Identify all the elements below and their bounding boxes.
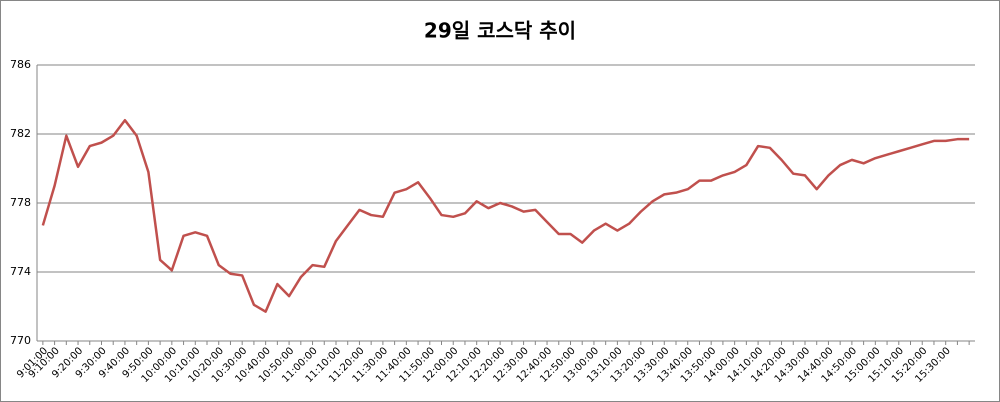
y-tick-label: 770 xyxy=(10,334,31,347)
y-tick-label: 786 xyxy=(10,58,31,71)
y-tick-label: 778 xyxy=(10,196,31,209)
series-line xyxy=(41,118,970,313)
y-tick-label: 782 xyxy=(10,127,31,140)
y-tick-label: 774 xyxy=(10,265,31,278)
chart-title: 29일 코스닥 추이 xyxy=(424,19,576,43)
